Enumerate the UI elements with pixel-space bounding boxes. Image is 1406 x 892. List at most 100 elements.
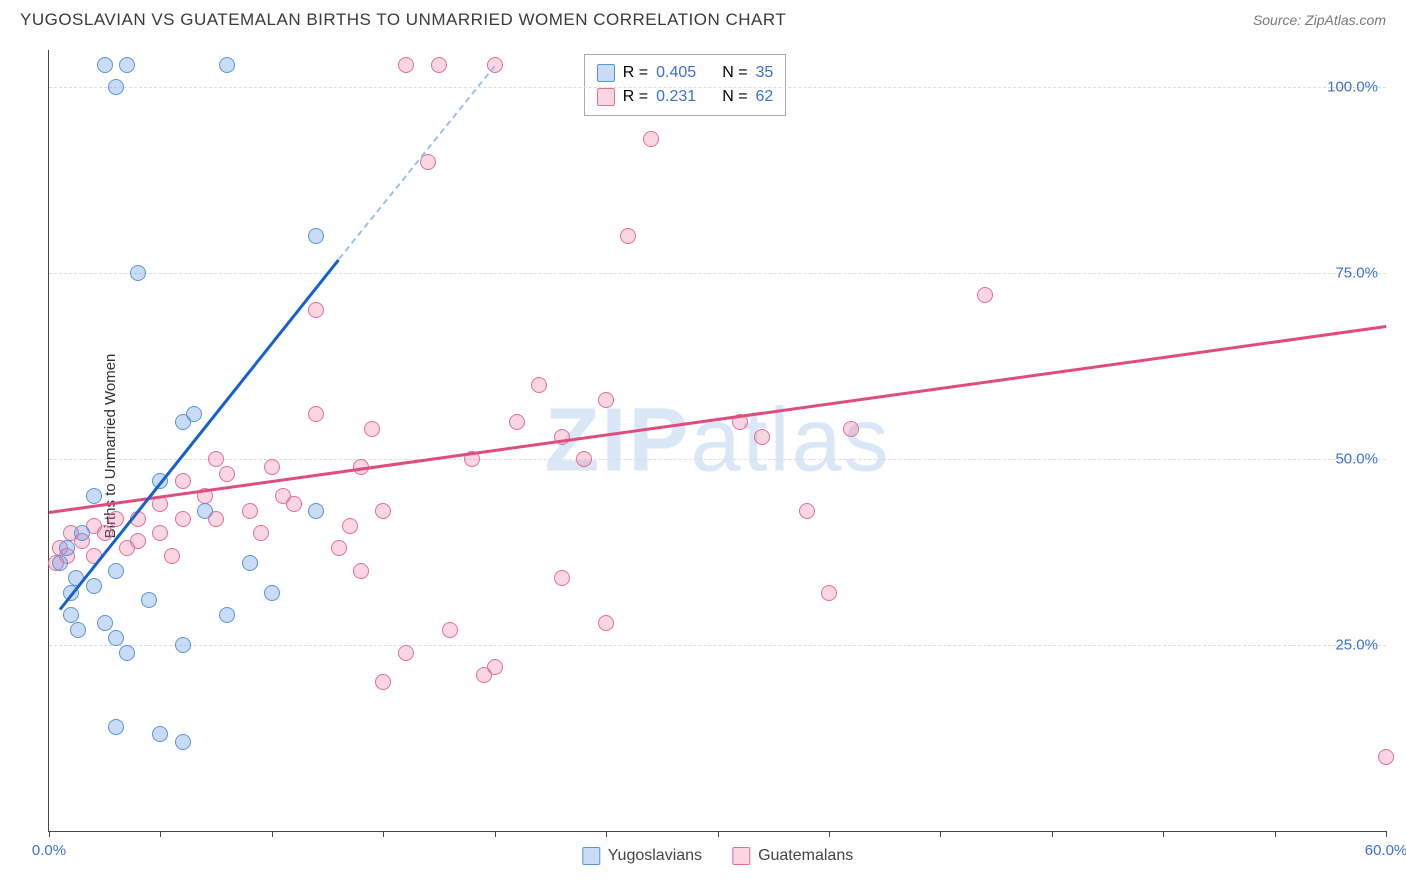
n-label: N = [722, 85, 747, 109]
swatch-guatemalans [732, 847, 750, 865]
x-tick [1275, 831, 1276, 837]
data-point-yugoslavians [63, 607, 79, 623]
trendline-yugoslavians-dashed [338, 65, 496, 260]
data-point-guatemalans [108, 511, 124, 527]
data-point-yugoslavians [108, 79, 124, 95]
data-point-yugoslavians [219, 607, 235, 623]
data-point-guatemalans [398, 57, 414, 73]
data-point-yugoslavians [141, 592, 157, 608]
x-tick [1163, 831, 1164, 837]
watermark: ZIPatlas [544, 389, 890, 492]
legend-label-guatemalans: Guatemalans [758, 847, 853, 865]
data-point-guatemalans [264, 459, 280, 475]
data-point-guatemalans [342, 518, 358, 534]
r-label: R = [623, 85, 648, 109]
data-point-guatemalans [487, 659, 503, 675]
trendline-yugoslavians [59, 259, 340, 610]
data-point-yugoslavians [97, 57, 113, 73]
gridline-h [49, 273, 1386, 274]
r-value-yugoslavians: 0.405 [656, 61, 696, 85]
gridline-h [49, 87, 1386, 88]
data-point-yugoslavians [186, 406, 202, 422]
data-point-yugoslavians [264, 585, 280, 601]
data-point-guatemalans [799, 503, 815, 519]
x-tick [718, 831, 719, 837]
data-point-guatemalans [253, 525, 269, 541]
x-tick [1052, 831, 1053, 837]
trendline-guatemalans [49, 325, 1386, 514]
data-point-guatemalans [175, 511, 191, 527]
data-point-yugoslavians [219, 57, 235, 73]
data-point-guatemalans [754, 429, 770, 445]
data-point-guatemalans [375, 674, 391, 690]
gridline-h [49, 459, 1386, 460]
data-point-yugoslavians [197, 503, 213, 519]
scatter-plot: ZIPatlas R = 0.405 N = 35 R = 0.231 N = … [48, 50, 1386, 832]
data-point-guatemalans [643, 131, 659, 147]
series-legend: Yugoslavians Guatemalans [582, 847, 853, 865]
data-point-guatemalans [364, 421, 380, 437]
data-point-yugoslavians [86, 488, 102, 504]
x-tick [272, 831, 273, 837]
data-point-guatemalans [431, 57, 447, 73]
n-value-yugoslavians: 35 [756, 61, 774, 85]
data-point-guatemalans [531, 377, 547, 393]
data-point-guatemalans [286, 496, 302, 512]
data-point-yugoslavians [86, 578, 102, 594]
data-point-yugoslavians [119, 57, 135, 73]
data-point-guatemalans [164, 548, 180, 564]
legend-row-yugoslavians: R = 0.405 N = 35 [597, 61, 774, 85]
x-tick-label: 60.0% [1365, 842, 1406, 859]
data-point-yugoslavians [59, 540, 75, 556]
x-tick [49, 831, 50, 837]
swatch-yugoslavians [597, 64, 615, 82]
data-point-yugoslavians [70, 622, 86, 638]
x-tick [383, 831, 384, 837]
swatch-yugoslavians [582, 847, 600, 865]
legend-item-guatemalans: Guatemalans [732, 847, 853, 865]
legend-label-yugoslavians: Yugoslavians [608, 847, 702, 865]
data-point-guatemalans [242, 503, 258, 519]
data-point-yugoslavians [74, 525, 90, 541]
data-point-guatemalans [620, 228, 636, 244]
x-tick [1386, 831, 1387, 837]
correlation-legend: R = 0.405 N = 35 R = 0.231 N = 62 [584, 54, 787, 116]
data-point-guatemalans [353, 563, 369, 579]
data-point-yugoslavians [108, 719, 124, 735]
data-point-yugoslavians [108, 630, 124, 646]
data-point-yugoslavians [152, 726, 168, 742]
data-point-yugoslavians [242, 555, 258, 571]
swatch-guatemalans [597, 88, 615, 106]
legend-item-yugoslavians: Yugoslavians [582, 847, 702, 865]
data-point-guatemalans [554, 570, 570, 586]
source-label: Source: ZipAtlas.com [1253, 12, 1386, 28]
data-point-guatemalans [308, 302, 324, 318]
data-point-yugoslavians [108, 563, 124, 579]
x-tick-label: 0.0% [32, 842, 66, 859]
data-point-guatemalans [152, 525, 168, 541]
n-value-guatemalans: 62 [756, 85, 774, 109]
data-point-guatemalans [175, 473, 191, 489]
data-point-yugoslavians [308, 503, 324, 519]
y-tick-label: 100.0% [1327, 79, 1378, 96]
data-point-yugoslavians [130, 265, 146, 281]
data-point-yugoslavians [119, 645, 135, 661]
data-point-guatemalans [97, 525, 113, 541]
y-tick-label: 25.0% [1335, 637, 1378, 654]
data-point-guatemalans [308, 406, 324, 422]
data-point-guatemalans [598, 392, 614, 408]
data-point-guatemalans [977, 287, 993, 303]
data-point-guatemalans [331, 540, 347, 556]
data-point-yugoslavians [175, 637, 191, 653]
data-point-yugoslavians [308, 228, 324, 244]
data-point-guatemalans [598, 615, 614, 631]
y-tick-label: 50.0% [1335, 451, 1378, 468]
data-point-guatemalans [509, 414, 525, 430]
gridline-h [49, 645, 1386, 646]
data-point-guatemalans [576, 451, 592, 467]
data-point-guatemalans [208, 451, 224, 467]
data-point-yugoslavians [52, 555, 68, 571]
x-tick [495, 831, 496, 837]
x-tick [160, 831, 161, 837]
data-point-guatemalans [398, 645, 414, 661]
